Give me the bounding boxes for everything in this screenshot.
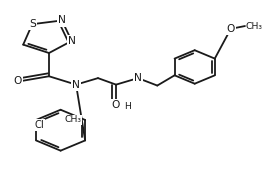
Text: N: N — [68, 36, 76, 46]
Text: S: S — [29, 19, 36, 29]
Text: H: H — [125, 102, 131, 111]
Text: N: N — [72, 80, 80, 90]
Text: N: N — [58, 15, 66, 25]
Text: CH₃: CH₃ — [245, 22, 262, 31]
Text: N: N — [134, 73, 142, 83]
Text: O: O — [227, 24, 235, 34]
Text: Cl: Cl — [34, 120, 44, 130]
Text: O: O — [14, 76, 22, 86]
Text: O: O — [112, 100, 120, 110]
Text: CH₃: CH₃ — [64, 116, 81, 124]
